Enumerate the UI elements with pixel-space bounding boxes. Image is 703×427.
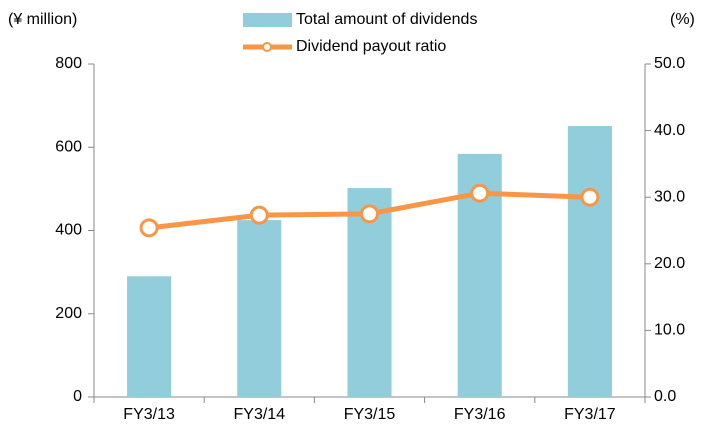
line-marker — [360, 204, 379, 224]
x-tick-label: FY3/14 — [234, 406, 286, 423]
x-tick-label: FY3/15 — [344, 406, 396, 423]
y-tick-label: 400 — [55, 222, 82, 239]
y2-tick-label: 50.0 — [654, 55, 685, 72]
x-tick-label: FY3/16 — [454, 406, 506, 423]
y-tick-label: 800 — [55, 55, 82, 72]
bar — [567, 126, 612, 398]
legend-label: Dividend payout ratio — [296, 38, 446, 55]
x-tick-label: FY3/13 — [123, 406, 175, 423]
line-marker — [249, 205, 269, 225]
line-marker — [139, 218, 159, 238]
bar — [127, 276, 172, 397]
y-axis-label: (¥ million) — [8, 11, 77, 28]
legend-swatch — [243, 13, 292, 27]
y-tick-label: 200 — [55, 305, 82, 322]
x-tick-label: FY3/17 — [564, 406, 616, 423]
y2-tick-label: 30.0 — [654, 188, 685, 205]
bar — [237, 220, 282, 397]
y2-tick-label: 10.0 — [654, 322, 685, 339]
y2-tick-label: 0.0 — [654, 388, 676, 405]
line-marker — [470, 183, 490, 203]
legend-label: Total amount of dividends — [296, 11, 477, 28]
legend-marker — [262, 42, 272, 52]
y-tick-label: 0 — [73, 388, 82, 405]
y2-tick-label: 20.0 — [654, 255, 685, 272]
y-tick-label: 600 — [55, 138, 82, 155]
line-marker — [580, 187, 600, 207]
y2-tick-label: 40.0 — [654, 122, 685, 139]
y2-axis-label: (%) — [670, 11, 695, 28]
